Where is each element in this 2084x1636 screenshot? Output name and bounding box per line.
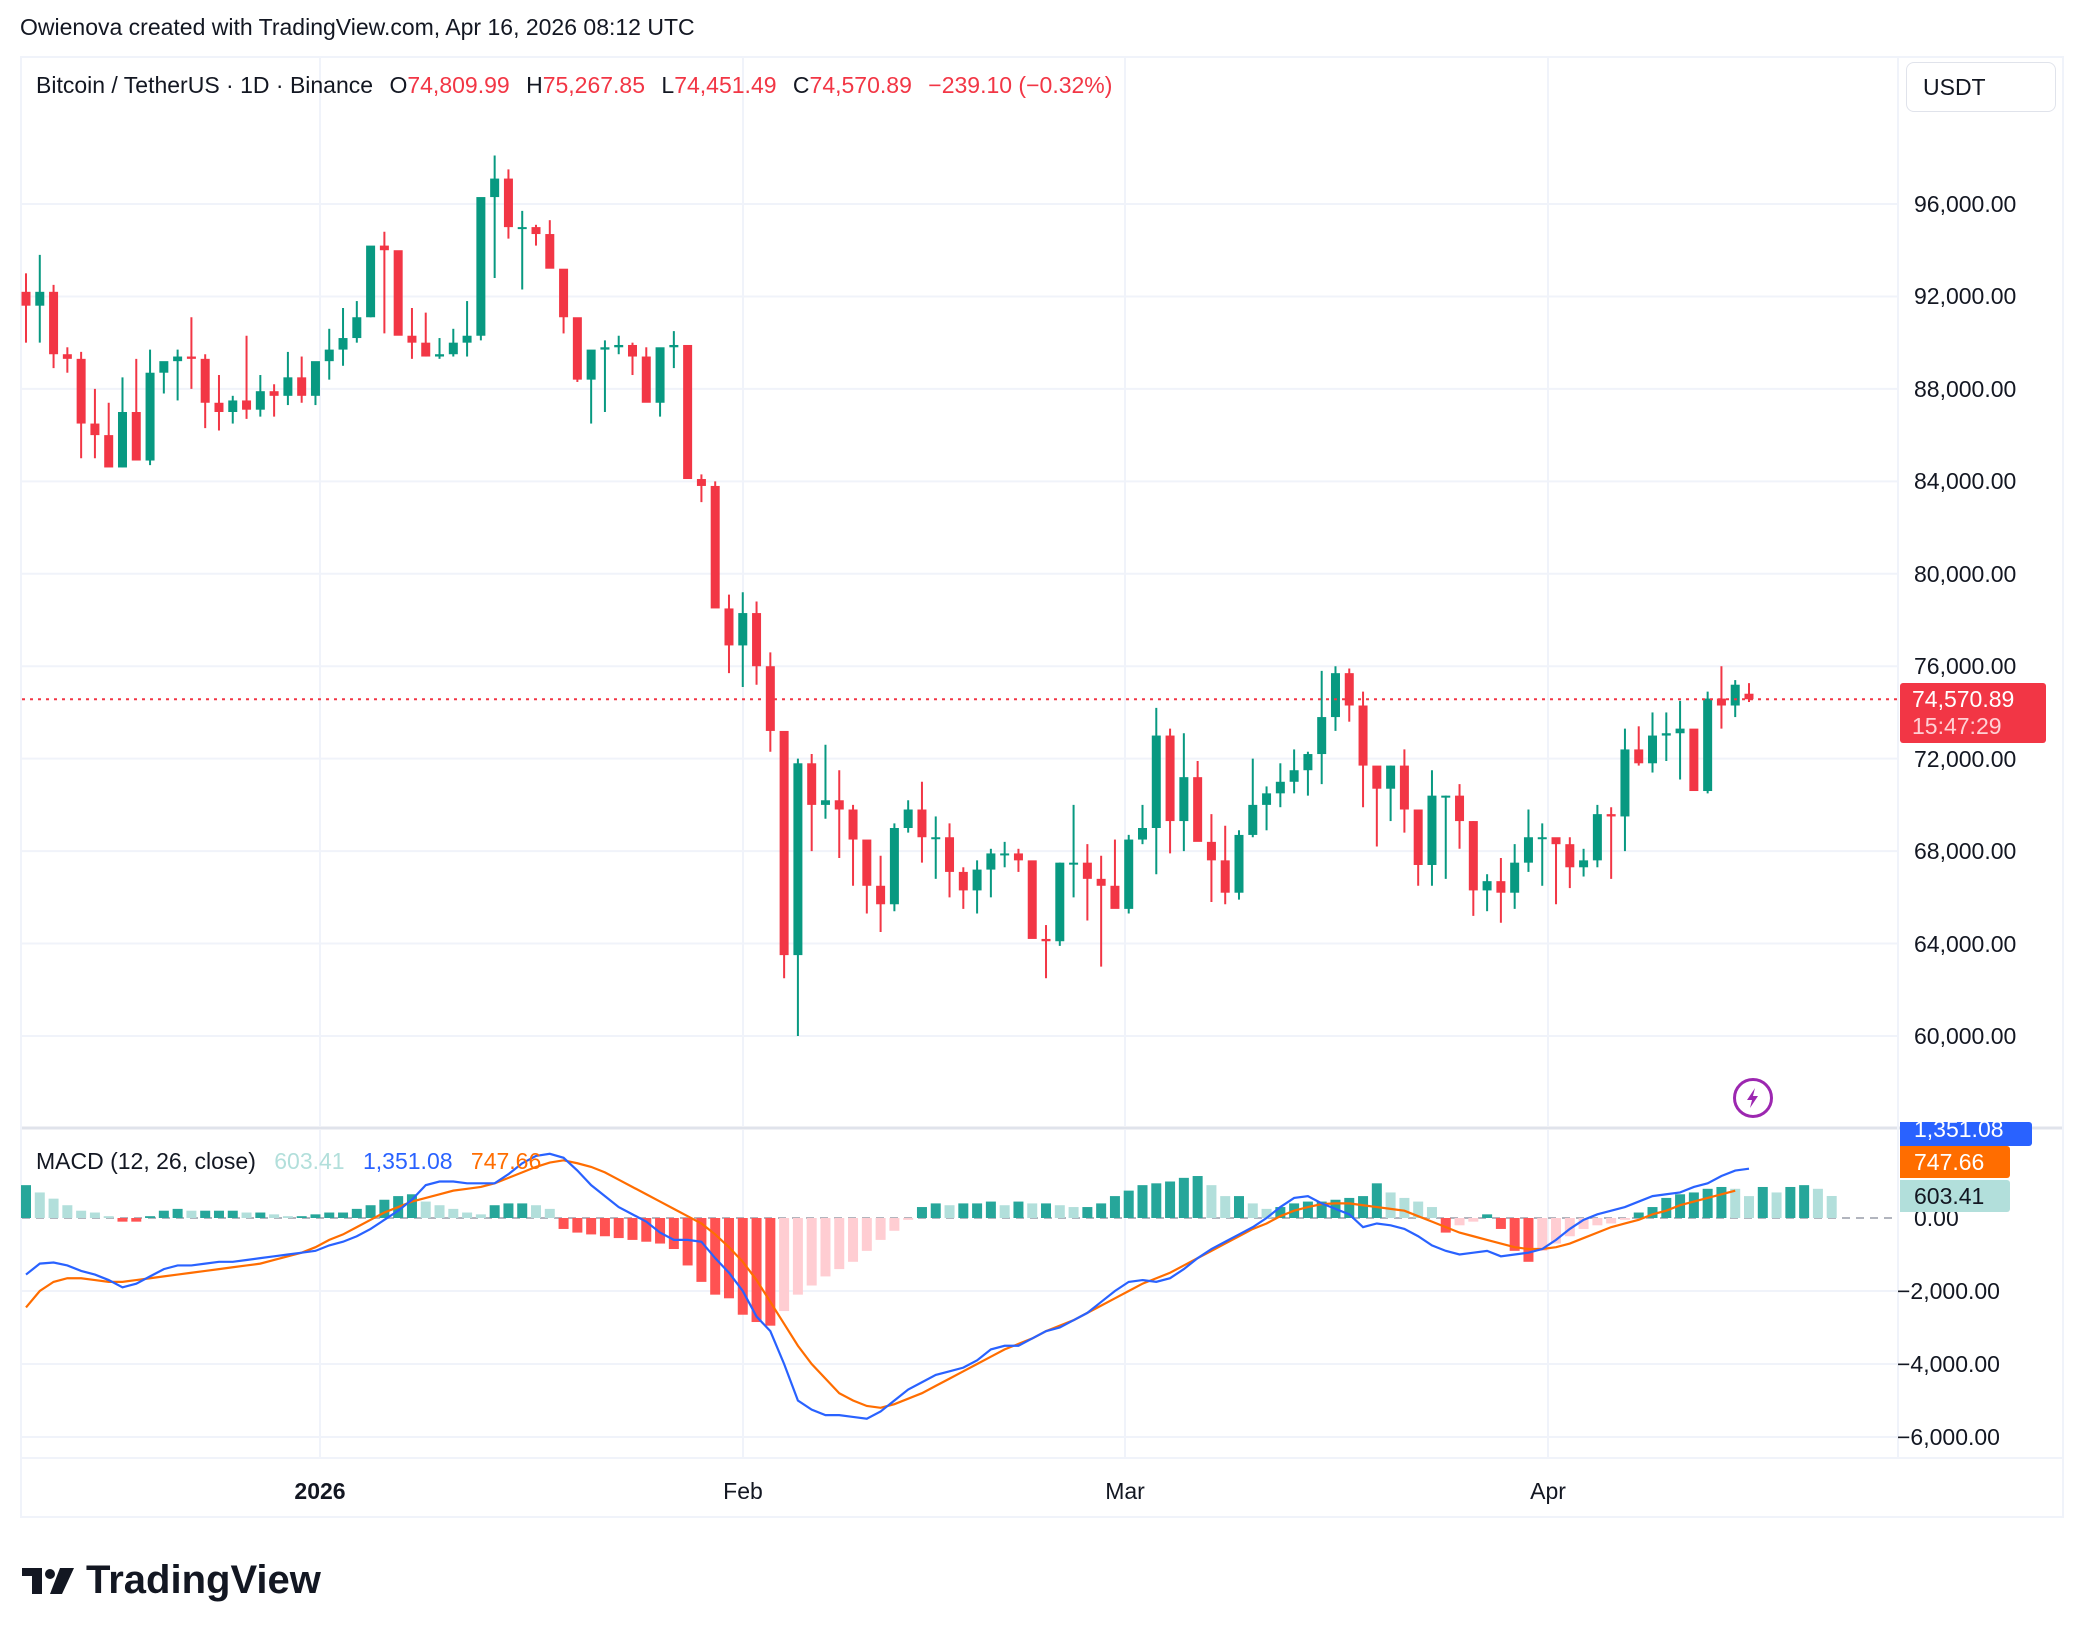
macd-signal-value: 747.66 — [470, 1148, 542, 1174]
macd-axis-label: −6,000.00 — [1897, 1424, 2000, 1450]
symbol-name[interactable]: Bitcoin / TetherUS · 1D · Binance — [36, 72, 374, 98]
chart-credit: Owienova created with TradingView.com, A… — [20, 14, 695, 40]
low-label: L — [661, 72, 675, 98]
low-value: 74,451.49 — [674, 72, 777, 98]
time-axis-label: Feb — [723, 1478, 763, 1504]
close-label: C — [792, 72, 810, 98]
macd-title[interactable]: MACD (12, 26, close) — [36, 1148, 256, 1174]
macd-line-tag: 1,351.08 — [1900, 1122, 2032, 1146]
tradingview-logo-icon — [22, 1567, 74, 1594]
price-axis-label: 88,000.00 — [1914, 375, 2017, 402]
price-axis-label: 84,000.00 — [1914, 468, 2017, 495]
price-axis-label: 96,000.00 — [1914, 191, 2017, 217]
last-price-value: 74,570.89 — [1912, 686, 2015, 712]
histogram-tag: 603.41 — [1900, 1180, 2010, 1212]
price-axis-label: 68,000.00 — [1914, 838, 2017, 865]
price-axis-label: 76,000.00 — [1914, 653, 2017, 680]
high-label: H — [526, 72, 543, 98]
open-label: O — [389, 72, 408, 98]
close-value: 74,570.89 — [809, 72, 912, 98]
price-axis-label: 92,000.00 — [1914, 283, 2017, 310]
open-value: 74,809.99 — [407, 72, 510, 98]
macd-axis-label: −2,000.00 — [1897, 1278, 2000, 1304]
macd-legend: MACD (12, 26, close) 603.41 1,351.08 747… — [36, 1148, 553, 1175]
last-price-tag: 74,570.89 15:47:29 — [1900, 683, 2046, 743]
symbol-legend: Bitcoin / TetherUS · 1D · Binance O74,80… — [36, 72, 1122, 99]
macd-axis-label: −4,000.00 — [1897, 1351, 2000, 1377]
signal-line-tag: 747.66 — [1900, 1146, 2010, 1178]
macd-histogram-value: 603.41 — [274, 1148, 345, 1174]
price-axis-label: 80,000.00 — [1914, 560, 2017, 587]
price-axis-label: 60,000.00 — [1914, 1023, 2017, 1049]
price-axis-label: 64,000.00 — [1914, 930, 2017, 957]
currency-button[interactable]: USDT — [1906, 62, 2056, 112]
change-value: −239.10 (−0.32%) — [928, 72, 1113, 98]
tradingview-logo: TradingView — [22, 1558, 321, 1603]
time-axis-label: Mar — [1105, 1478, 1145, 1504]
price-axis-label: 72,000.00 — [1914, 745, 2017, 772]
time-axis-label: Apr — [1530, 1478, 1566, 1504]
tradingview-wordmark: TradingView — [86, 1558, 321, 1602]
high-value: 75,267.85 — [542, 72, 646, 98]
macd-line-value: 1,351.08 — [363, 1148, 453, 1174]
time-axis-label: 2026 — [294, 1478, 346, 1504]
lightning-icon[interactable] — [1733, 1078, 1773, 1118]
chart-frame — [20, 56, 2064, 1518]
bar-countdown: 15:47:29 — [1912, 713, 2002, 739]
